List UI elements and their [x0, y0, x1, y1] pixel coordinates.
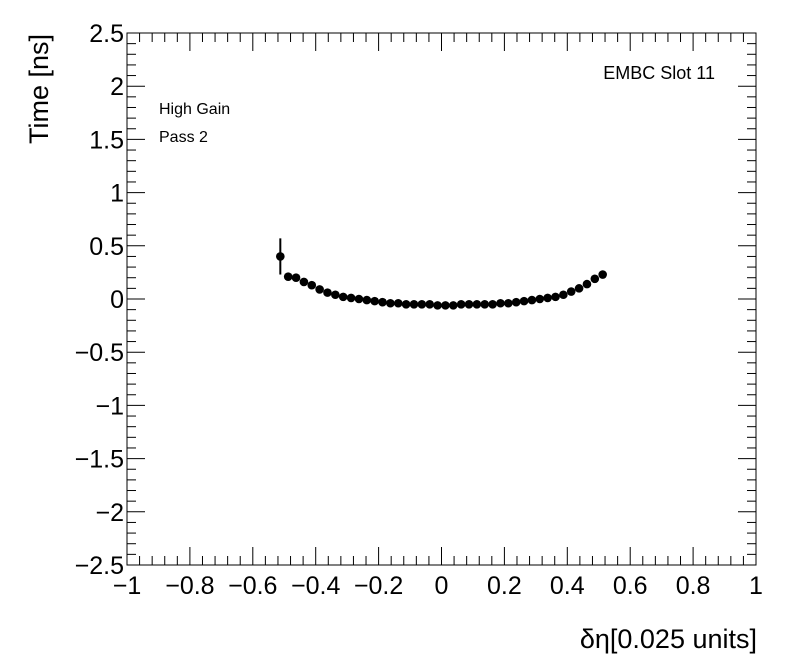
- data-point: [299, 277, 309, 287]
- data-point: [276, 252, 285, 261]
- data-point: [417, 300, 427, 309]
- y-tick-label: 1: [110, 180, 124, 208]
- data-point: [346, 293, 356, 303]
- data-point: [582, 279, 592, 289]
- gain-label: High Gain: [159, 101, 230, 118]
- y-tick-label: 2: [110, 73, 124, 101]
- y-tick-label: −2.5: [75, 552, 124, 580]
- data-point: [527, 295, 537, 305]
- data-point: [590, 274, 600, 284]
- data-point: [401, 300, 411, 309]
- data-point: [574, 284, 584, 293]
- x-tick-label: −0.6: [228, 572, 277, 600]
- data-point: [283, 272, 293, 281]
- data-point: [472, 300, 482, 309]
- data-point: [433, 301, 442, 310]
- data-point: [488, 300, 497, 309]
- data-point: [331, 290, 340, 300]
- x-tick-label: −1: [113, 572, 142, 600]
- data-point: [480, 300, 490, 309]
- data-point: [504, 298, 513, 308]
- data-point: [409, 300, 419, 309]
- y-tick-label: 1.5: [89, 126, 124, 154]
- data-point: [535, 294, 545, 304]
- y-tick-label: −1: [95, 392, 124, 420]
- y-tick-label: −1.5: [75, 446, 124, 474]
- minor-ticks: [127, 33, 756, 565]
- x-tick-label: 0.8: [676, 572, 711, 600]
- data-point: [551, 292, 560, 302]
- y-axis-title: Time [ns]: [24, 34, 54, 144]
- data-point: [441, 301, 450, 310]
- x-tick-label: 0: [435, 572, 449, 600]
- data-point: [511, 297, 521, 307]
- data-point: [598, 270, 607, 279]
- data-point: [323, 288, 332, 297]
- y-tick-label: −0.5: [75, 339, 124, 367]
- x-tick-label: 0.4: [550, 572, 585, 600]
- data-point: [307, 280, 317, 290]
- y-tick-label: −2: [95, 499, 124, 527]
- data-point: [338, 292, 348, 302]
- data-point: [386, 298, 395, 308]
- data-point: [291, 273, 301, 283]
- x-tick-label: 1: [749, 572, 763, 600]
- data-point: [354, 294, 364, 304]
- data-point: [543, 293, 552, 303]
- data-point: [456, 300, 466, 309]
- x-tick-label: −0.8: [165, 572, 214, 600]
- x-tick-label: 0.2: [487, 572, 522, 600]
- x-tick-label: −0.4: [291, 572, 340, 600]
- y-tick-labels: −2.5 −2 −1.5 −1 −0.5 0 0.5 1 1.5 2 2.5: [75, 20, 124, 580]
- pass-label: Pass 2: [159, 129, 208, 146]
- data-point: [315, 285, 324, 294]
- data-point: [519, 296, 529, 306]
- data-point: [464, 300, 474, 309]
- x-tick-label: 0.6: [613, 572, 648, 600]
- data-point: [425, 300, 435, 309]
- data-point: [378, 297, 387, 307]
- data-point: [362, 295, 372, 305]
- y-tick-label: 2.5: [89, 20, 124, 48]
- data-point: [393, 298, 403, 308]
- x-tick-label: −0.2: [354, 572, 403, 600]
- data-point: [370, 296, 379, 306]
- data-point: [566, 287, 576, 296]
- data-point: [448, 301, 458, 310]
- y-tick-label: 0.5: [89, 233, 124, 261]
- slot-label: EMBC Slot 11: [603, 63, 715, 83]
- data-point: [496, 298, 505, 308]
- data-points: [276, 252, 607, 310]
- major-ticks: [126, 32, 757, 566]
- x-tick-labels: −1 −0.8 −0.6 −0.4 −0.2 0 0.2 0.4 0.6 0.8 1: [113, 572, 763, 600]
- data-point: [559, 290, 568, 300]
- x-axis-title: δη[0.025 units]: [580, 624, 757, 654]
- y-tick-label: 0: [110, 286, 124, 314]
